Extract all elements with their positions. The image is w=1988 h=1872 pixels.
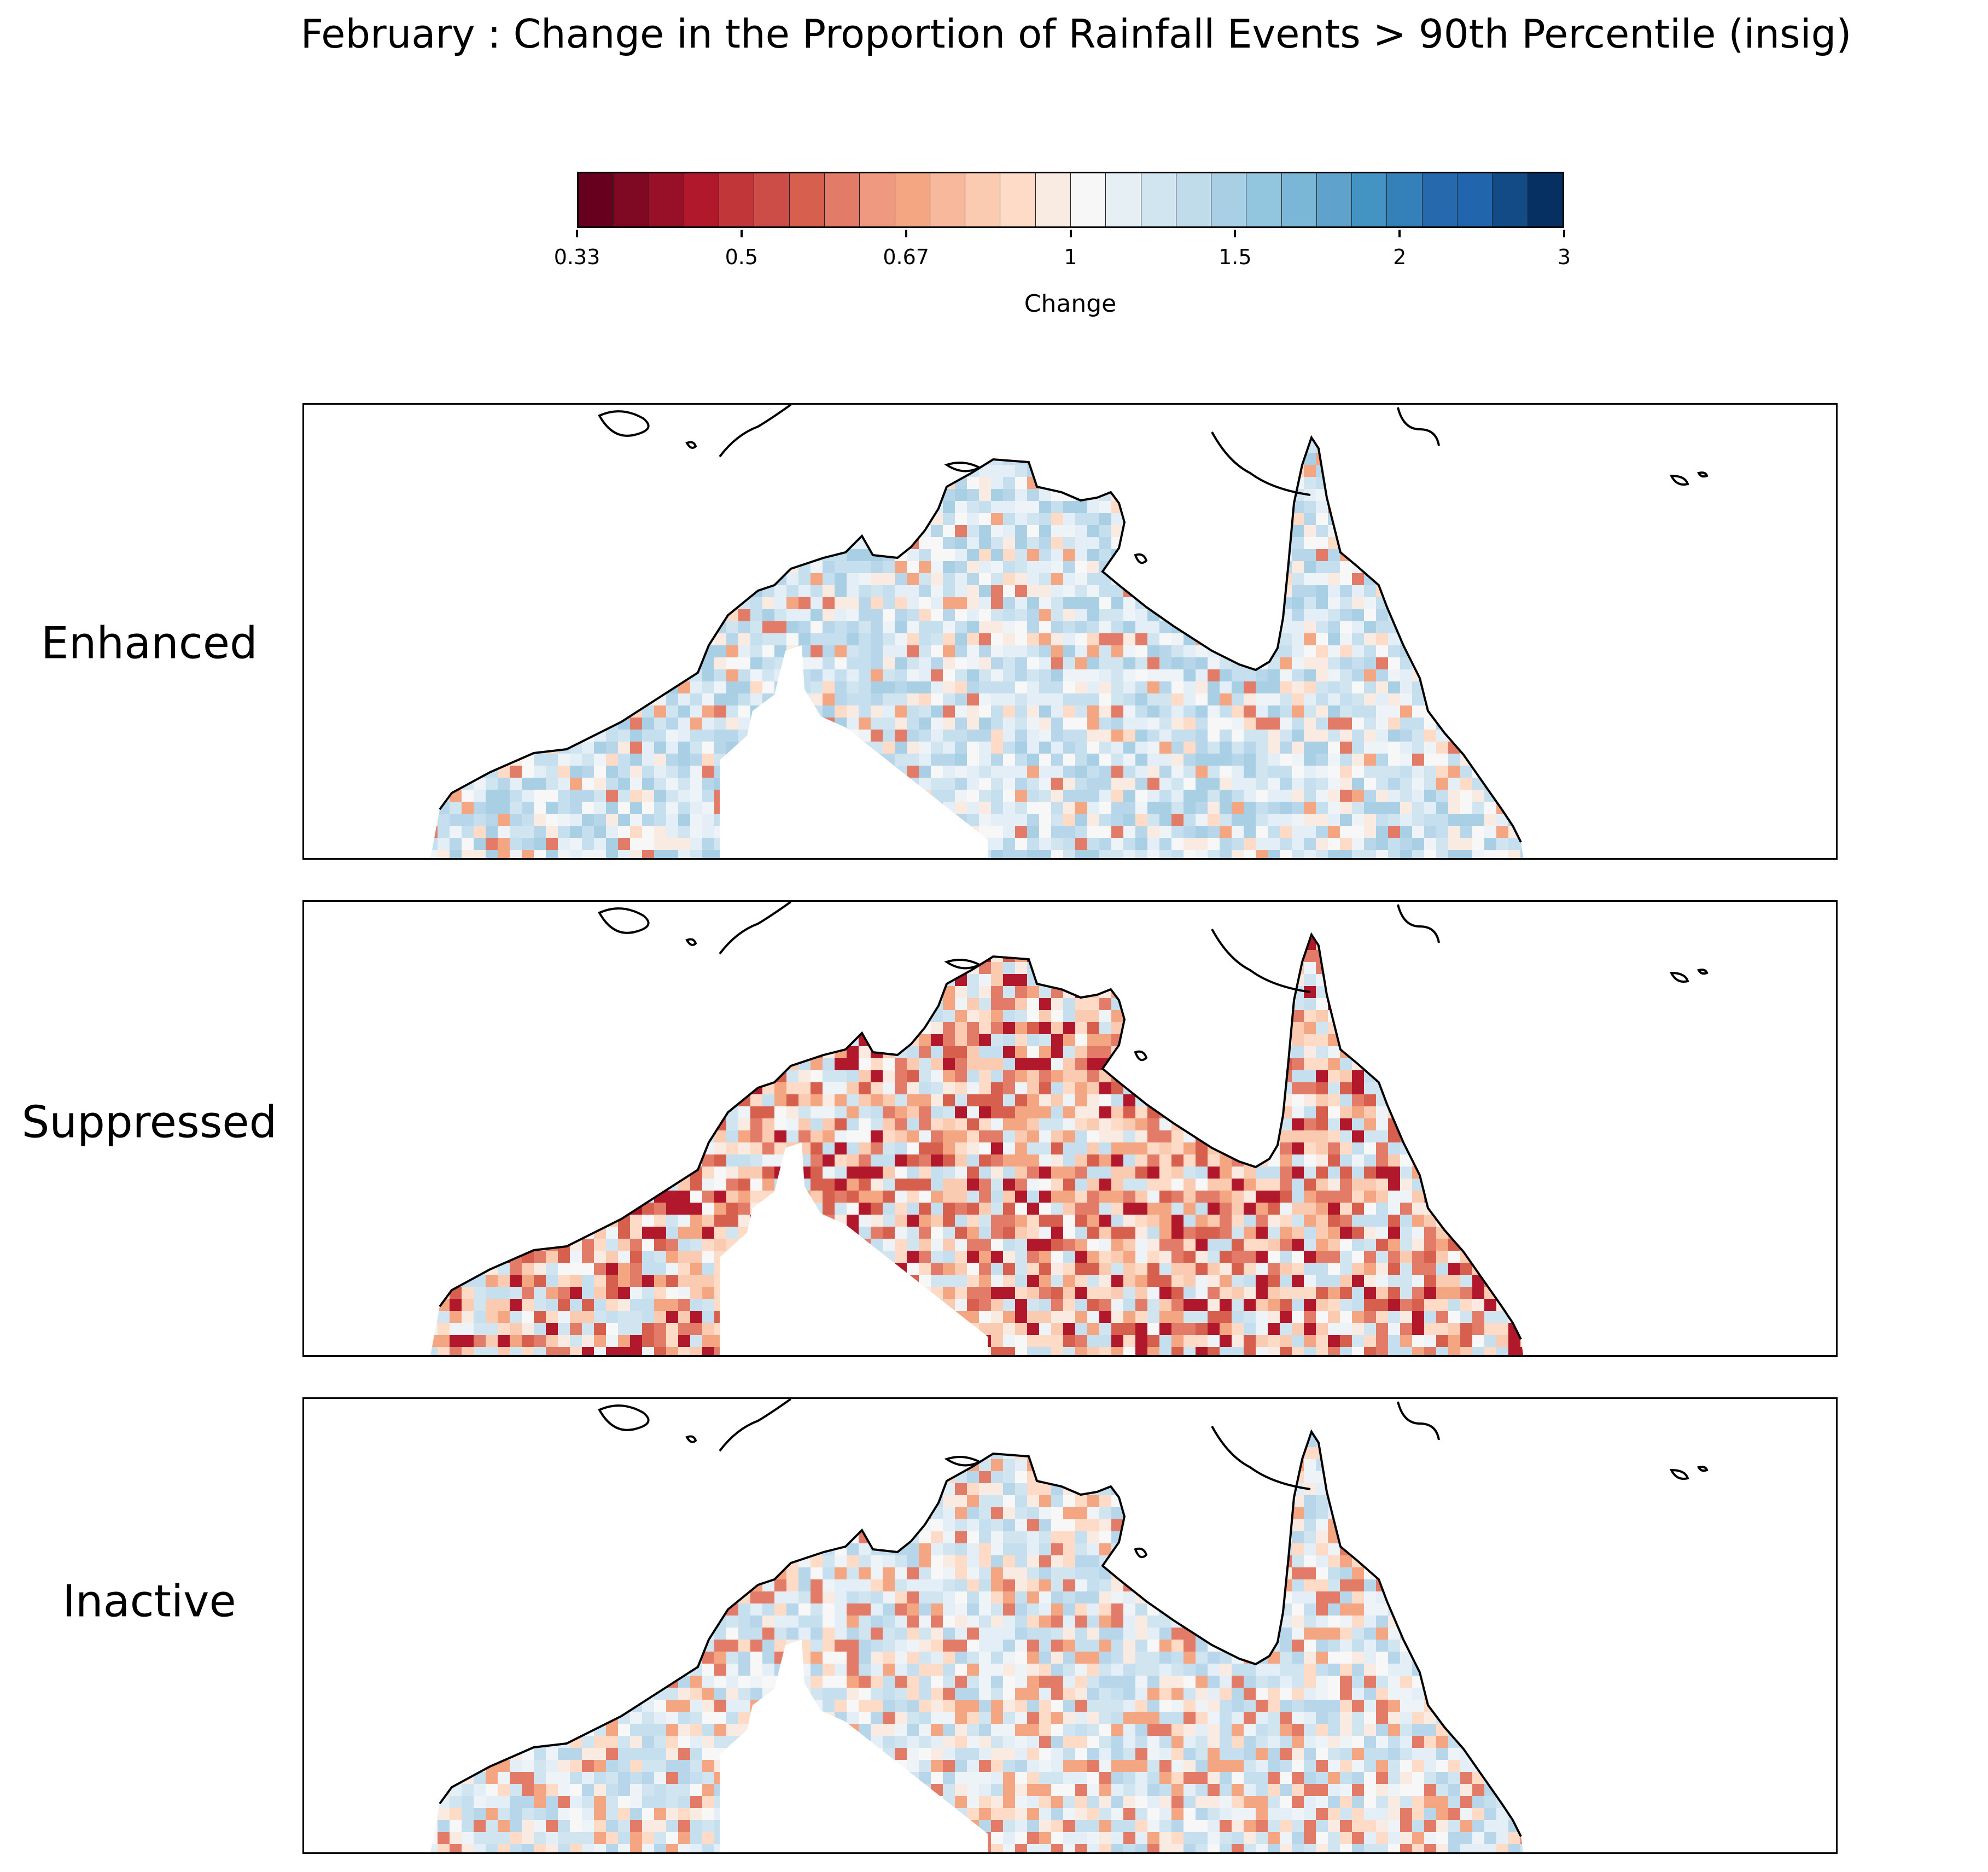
colorbar-segment	[1458, 173, 1493, 226]
colorbar-tick-label: 0.67	[883, 245, 929, 269]
colorbar-segment	[860, 173, 895, 226]
colorbar-segment	[1070, 173, 1106, 226]
coastline	[439, 1429, 1522, 1837]
colorbar-tick-label: 3	[1557, 245, 1571, 269]
island-outline	[944, 959, 982, 970]
colorbar-tick-label: 0.33	[553, 245, 601, 269]
colorbar-tick	[1563, 230, 1565, 237]
colorbar-segment	[789, 173, 825, 226]
colorbar-segment	[1000, 173, 1036, 226]
island-outline	[1134, 1547, 1148, 1559]
colorbar-tick-label: 0.5	[725, 245, 759, 269]
colorbar-segment	[1352, 173, 1387, 226]
colorbar-segment	[614, 173, 649, 226]
colorbar-tick	[905, 230, 907, 237]
colorbar-tick	[576, 230, 578, 237]
colorbar-segment	[930, 173, 966, 226]
figure-title: February : Change in the Proportion of R…	[300, 11, 1852, 57]
colorbar-segment	[649, 173, 684, 226]
coastline	[439, 932, 1522, 1340]
island-outline	[1134, 1050, 1148, 1062]
colorbar-segment	[579, 173, 614, 226]
island-outline	[598, 410, 650, 437]
colorbar-segment	[1387, 173, 1423, 226]
colorbar-tick	[1398, 230, 1401, 237]
island-outline	[1669, 474, 1689, 486]
map-panel-inactive	[302, 1397, 1838, 1854]
no-data-region	[720, 1640, 988, 1852]
island-outline	[598, 907, 650, 934]
colorbar-segment	[824, 173, 860, 226]
island-outline	[1669, 971, 1689, 983]
colorbar-tick-label: 2	[1393, 245, 1407, 269]
island-outline	[685, 1435, 697, 1443]
island-outline	[719, 1399, 792, 1452]
no-data-region	[720, 645, 988, 858]
island-outline	[944, 462, 982, 473]
island-outline	[1696, 1466, 1709, 1472]
colorbar	[577, 172, 1564, 228]
row-label-inactive: Inactive	[62, 1576, 236, 1627]
row-label-enhanced: Enhanced	[41, 617, 258, 669]
colorbar-tick	[740, 230, 743, 237]
colorbar-segment	[895, 173, 930, 226]
island-outline	[1696, 969, 1709, 975]
colorbar-segment	[719, 173, 755, 226]
colorbar-segment	[1246, 173, 1282, 226]
colorbar-segment	[965, 173, 1001, 226]
coastline	[439, 435, 1522, 843]
island-outline	[944, 1456, 982, 1467]
map-suppressed	[430, 902, 1709, 1355]
colorbar-segment	[1141, 173, 1176, 226]
map-panel-suppressed	[302, 900, 1838, 1357]
island-outline	[1397, 1401, 1440, 1441]
island-outline	[598, 1404, 650, 1431]
colorbar-tick-label: 1	[1064, 245, 1077, 269]
colorbar-segment	[1528, 173, 1563, 226]
colorbar-tick-label: 1.5	[1219, 245, 1252, 269]
island-outline	[685, 938, 697, 946]
island-outline	[1669, 1468, 1689, 1480]
colorbar-tick	[1234, 230, 1237, 237]
island-outline	[685, 441, 697, 449]
colorbar-label: Change	[1024, 290, 1117, 318]
colorbar-segment	[1211, 173, 1247, 226]
island-outline	[1211, 431, 1311, 496]
colorbar-segment	[1035, 173, 1071, 226]
map-inactive	[430, 1399, 1709, 1852]
colorbar-segment	[1106, 173, 1141, 226]
island-outline	[1397, 407, 1440, 446]
colorbar-segment	[1493, 173, 1528, 226]
rainfall-change-field	[430, 1432, 1524, 1852]
island-outline	[1134, 553, 1148, 564]
colorbar-segment	[1316, 173, 1352, 226]
colorbar-segment	[1422, 173, 1458, 226]
island-outline	[719, 405, 792, 458]
colorbar-tick	[1069, 230, 1072, 237]
rainfall-change-field	[430, 438, 1524, 858]
map-enhanced	[430, 405, 1709, 858]
row-label-suppressed: Suppressed	[21, 1097, 277, 1148]
island-outline	[1211, 929, 1311, 993]
colorbar-segment	[1281, 173, 1317, 226]
rainfall-change-field	[430, 935, 1524, 1355]
island-outline	[719, 902, 792, 955]
island-outline	[1211, 1426, 1311, 1490]
no-data-region	[720, 1142, 988, 1355]
colorbar-segment	[684, 173, 720, 226]
colorbar-segment	[1176, 173, 1212, 226]
map-panel-enhanced	[302, 403, 1838, 860]
island-outline	[1397, 904, 1440, 943]
colorbar-segment	[754, 173, 790, 226]
island-outline	[1696, 471, 1709, 478]
